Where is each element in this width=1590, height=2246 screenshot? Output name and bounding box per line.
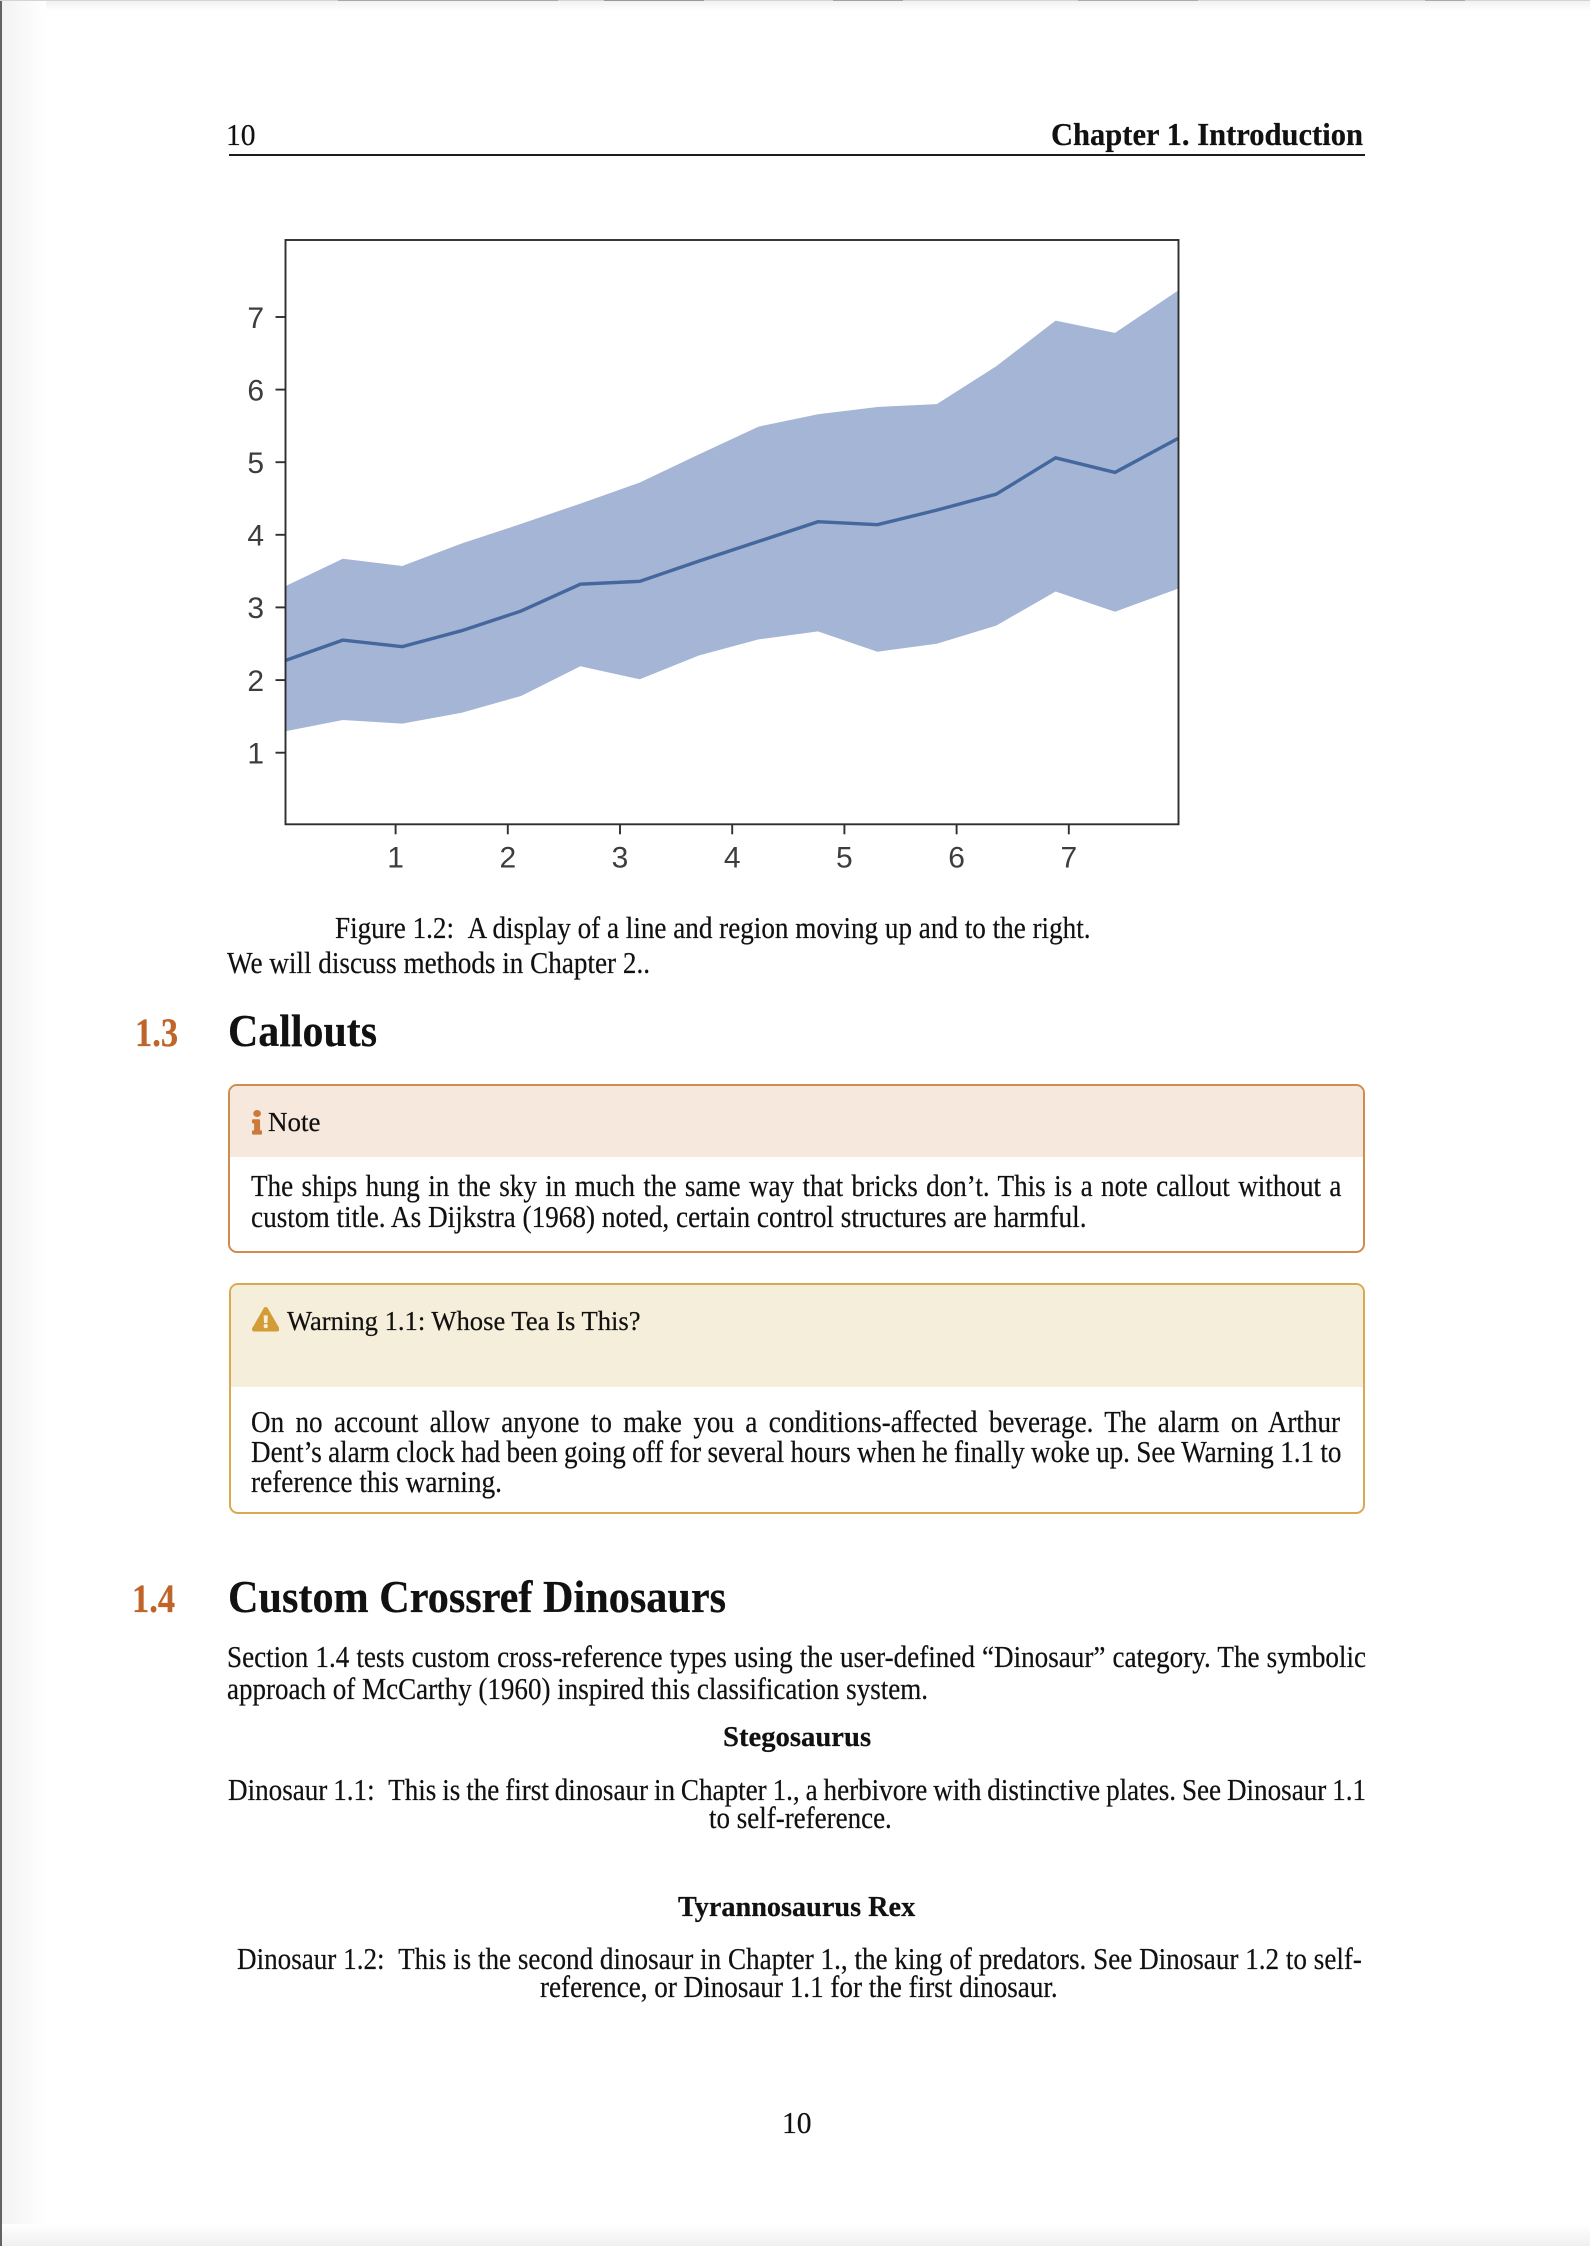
svg-text:4: 4 xyxy=(724,842,741,875)
svg-text:3: 3 xyxy=(612,842,629,875)
svg-text:6: 6 xyxy=(247,374,264,407)
svg-text:6: 6 xyxy=(948,842,965,875)
svg-text:3: 3 xyxy=(247,592,264,625)
svg-text:1: 1 xyxy=(247,738,264,771)
svg-text:2: 2 xyxy=(247,665,264,698)
svg-text:1: 1 xyxy=(387,842,404,875)
svg-text:2: 2 xyxy=(499,842,516,875)
svg-text:5: 5 xyxy=(836,842,853,875)
svg-text:4: 4 xyxy=(247,520,264,553)
svg-text:5: 5 xyxy=(247,447,264,480)
svg-text:7: 7 xyxy=(247,302,264,335)
svg-text:7: 7 xyxy=(1060,842,1077,875)
